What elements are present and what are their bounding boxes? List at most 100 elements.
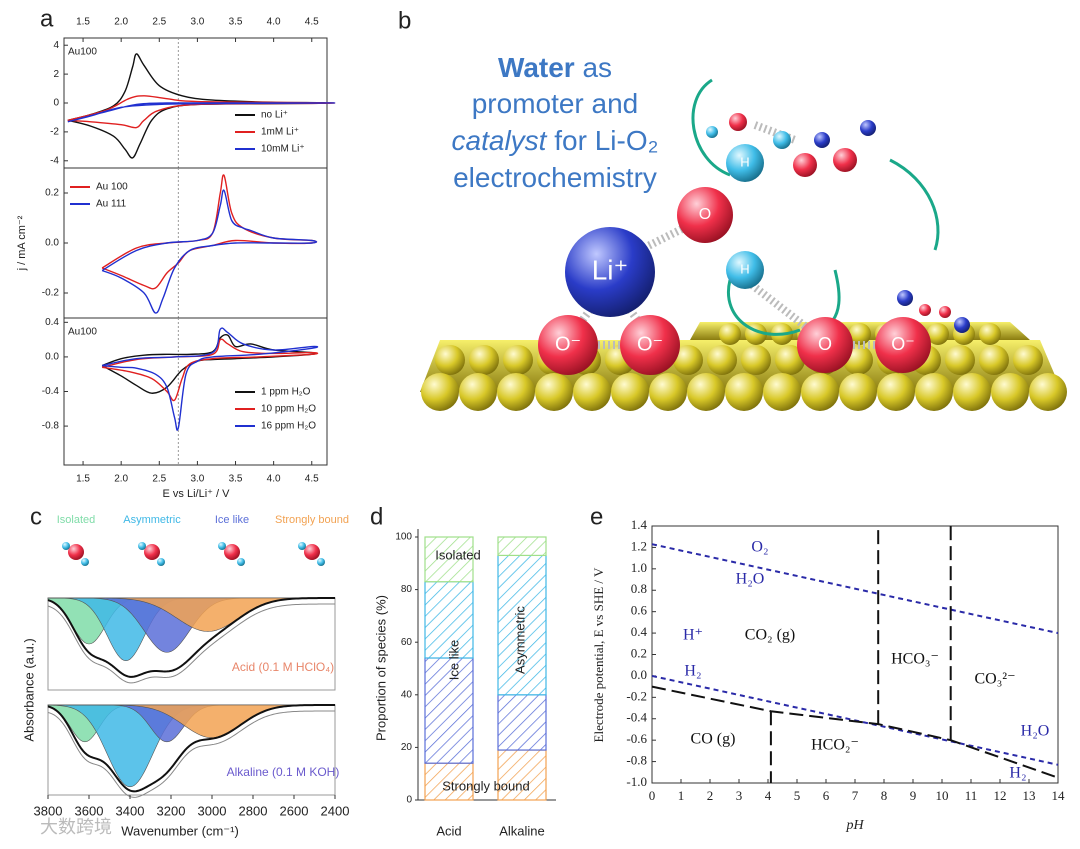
atom-label: O (699, 206, 711, 223)
gold-atom (1013, 345, 1043, 375)
gold-atom (459, 373, 497, 411)
series-line (101, 189, 318, 314)
bar-segment (497, 694, 547, 751)
gold-atom (775, 345, 805, 375)
small-molecules (706, 113, 970, 333)
series-line (101, 174, 318, 290)
atom-label: O⁻ (891, 334, 915, 354)
y-tick-label: -1.0 (626, 774, 647, 789)
headline-line: promoter and (472, 88, 639, 119)
atom (814, 132, 830, 148)
legend-label: Au 111 (96, 199, 127, 210)
atom-label: O (818, 334, 832, 354)
y-tick-label: -0.8 (626, 753, 647, 768)
x-tick-label: 13 (1023, 788, 1036, 803)
atom-label: O⁻ (555, 333, 581, 355)
x-tick-label: 2600 (280, 803, 309, 818)
atom (538, 315, 598, 375)
bar-segment (497, 554, 547, 696)
headline-part: Water (498, 52, 575, 83)
series-label: Isolated (435, 547, 481, 562)
x-tick-label: 2.0 (114, 474, 128, 485)
molecule-icon (81, 558, 89, 566)
gold-atom (991, 373, 1029, 411)
y-tick-label: -0.8 (42, 421, 60, 432)
y-tick-label: 60 (401, 637, 413, 648)
headline-line: catalyst for Li-O₂ (452, 125, 659, 156)
x-axis-label: E vs Li/Li⁺ / V (163, 488, 231, 500)
y-tick-label: 0.2 (45, 188, 59, 199)
x-tick-label: 6 (823, 788, 830, 803)
annotation: Acid (0.1 M HClO₄) (232, 660, 334, 674)
y-tick-label: 1.0 (631, 560, 647, 575)
y-tick-label: 0.0 (45, 352, 59, 363)
molecule-icon (317, 558, 325, 566)
series-line (101, 327, 319, 431)
gold-atom (839, 373, 877, 411)
gold-atom (497, 373, 535, 411)
atom (797, 317, 853, 373)
gold-atom (849, 323, 871, 345)
x-tick-label: 7 (852, 788, 859, 803)
x-tick-label: 3 (736, 788, 743, 803)
gold-atom (421, 373, 459, 411)
gold-atom (915, 373, 953, 411)
y-tick-label: -0.4 (42, 386, 60, 397)
atom (833, 148, 857, 172)
annotation: H⁺ (683, 627, 703, 644)
annotation: O₂ (751, 539, 768, 556)
x-axis-label: pH (845, 818, 864, 833)
x-tick-label: 12 (994, 788, 1007, 803)
watermark: 大数跨境 (40, 817, 112, 838)
y-tick-label: 2 (53, 69, 59, 80)
panel-letter: c (30, 503, 42, 530)
annotation: CO₃²⁻ (974, 671, 1015, 688)
panel-letter: e (590, 503, 603, 530)
y-tick-label: -0.6 (626, 731, 647, 746)
atom (875, 317, 931, 373)
legend-label: Strongly bound (275, 514, 349, 526)
gold-atom (979, 323, 1001, 345)
y-axis-label: Proportion of species (%) (373, 595, 388, 741)
series-line (67, 53, 326, 159)
headline-line: electrochemistry (453, 162, 657, 193)
atom (620, 315, 680, 375)
annotation: H₂O (1021, 723, 1050, 740)
y-tick-label: 1.4 (631, 517, 648, 532)
gold-atom (763, 373, 801, 411)
atom (726, 144, 764, 182)
molecule-icon (298, 542, 306, 550)
legend-label: 10mM Li⁺ (261, 144, 305, 155)
gold-atom (535, 373, 573, 411)
x-tick-label: 1.5 (76, 474, 90, 485)
gold-atom (469, 345, 499, 375)
x-tick-label: 9 (910, 788, 917, 803)
panel-letter: d (370, 503, 383, 530)
atom-label: Li⁺ (592, 254, 629, 285)
x-tick-label: 2.5 (152, 17, 166, 28)
molecule-icon (144, 544, 160, 560)
x-tick-label: 3.5 (229, 17, 243, 28)
gold-atom (707, 345, 737, 375)
molecule-icon (237, 558, 245, 566)
subplot-label: Au100 (68, 327, 97, 338)
y-tick-label: -4 (50, 155, 59, 166)
x-tick-label: 3.0 (190, 474, 204, 485)
x-tick-label: 1 (678, 788, 685, 803)
series-line (651, 543, 1059, 635)
gold-atom (573, 373, 611, 411)
atom (565, 227, 655, 317)
atom (793, 153, 817, 177)
gold-atom (649, 373, 687, 411)
bar-segment (497, 749, 547, 801)
y-tick-label: 0.8 (631, 581, 647, 596)
subplot-label: Au100 (68, 47, 97, 58)
x-tick-label: 14 (1052, 788, 1066, 803)
y-axis-label: Electrode potential, E vs SHE / V (591, 567, 606, 742)
headline-part: electrochemistry (453, 162, 657, 193)
x-tick-label: 8 (881, 788, 888, 803)
y-tick-label: 4 (53, 40, 59, 51)
x-tick-label: 4.0 (267, 474, 281, 485)
arrow (889, 158, 940, 251)
